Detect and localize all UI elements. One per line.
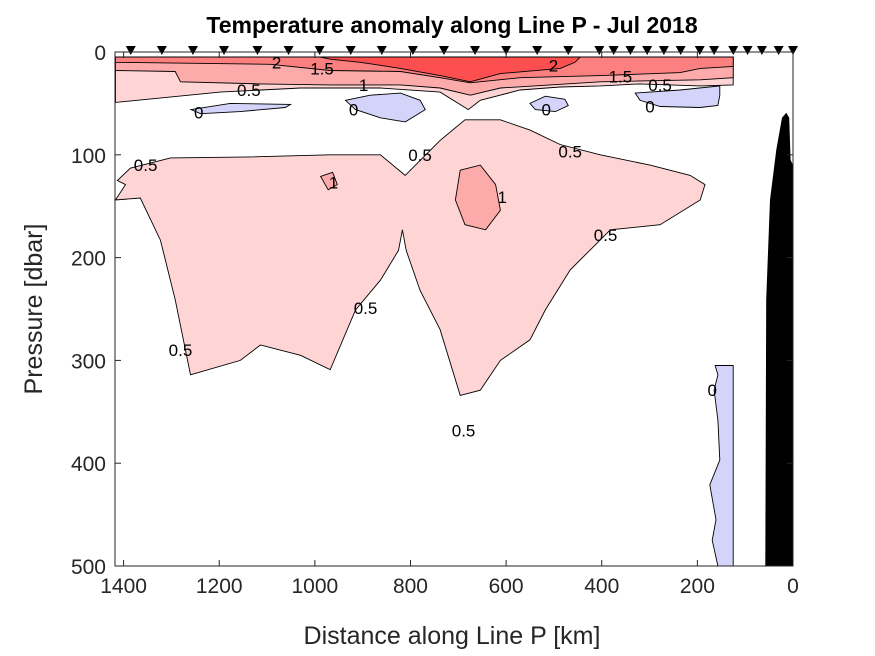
contour-label: 1 — [359, 76, 368, 95]
contour-region-0 — [344, 92, 426, 123]
x-tick-label: 1400 — [100, 575, 147, 598]
x-tick-label: 200 — [680, 575, 715, 598]
contour-labels: 2 1.50.5 10 0 0 021.5 0.50.50.5 0.5110.50.50.50… — [134, 53, 717, 440]
x-axis-label: Distance along Line P [km] — [304, 622, 601, 650]
x-tick-label: 400 — [584, 575, 619, 598]
contour-region-1 — [454, 164, 501, 231]
station-marker — [345, 46, 356, 55]
contour-label: 0 — [349, 101, 358, 120]
contour-region-0.5 — [114, 119, 706, 396]
x-tick-label: 1200 — [196, 575, 243, 598]
filled-regions — [114, 56, 734, 567]
contour-region-0 — [529, 95, 569, 113]
plot-frame — [114, 51, 794, 567]
x-tick-label: 0 — [787, 575, 799, 598]
contour-label: 0.5 — [408, 146, 432, 165]
contour-label: 0 — [707, 381, 716, 400]
axes: 1400 1200 1000 800 600 400 200 0010020030040050… — [71, 42, 799, 598]
contour-label: 0.5 — [452, 421, 476, 440]
y-tick-label: 400 — [71, 453, 106, 476]
contour-label: 1.5 — [310, 59, 334, 78]
station-marker — [376, 46, 387, 55]
station-marker — [156, 46, 167, 55]
contour-label: 1.5 — [609, 68, 633, 87]
station-marker — [625, 46, 636, 55]
station-marker — [252, 46, 263, 55]
station-marker — [709, 46, 720, 55]
station-marker — [728, 46, 739, 55]
contour-region-2 — [320, 56, 582, 83]
contour-label: 0.5 — [237, 81, 261, 100]
y-tick-label: 200 — [71, 248, 106, 271]
contour-label: 0 — [542, 101, 551, 120]
station-marker — [642, 46, 653, 55]
station-marker — [314, 46, 325, 55]
station-marker — [187, 46, 198, 55]
contour-region-0 — [189, 102, 293, 115]
y-tick-label: 100 — [71, 145, 106, 168]
contour-label: 0.5 — [648, 76, 672, 95]
contour-label: 1 — [498, 188, 507, 207]
y-axis-label: Pressure [dbar] — [20, 224, 48, 395]
y-tick-label: 0 — [94, 42, 106, 65]
station-marker — [407, 46, 418, 55]
chart-title: Temperature anomaly along Line P - Jul 2… — [206, 12, 697, 38]
contour-label: 0.5 — [594, 226, 618, 245]
contour-region-1 — [319, 171, 338, 191]
contour-label: 2 — [549, 56, 558, 75]
y-tick-label: 500 — [71, 556, 106, 579]
station-marker — [788, 46, 798, 55]
station-marker — [756, 46, 767, 55]
contour-label: 0.5 — [354, 299, 378, 318]
station-marker — [283, 46, 294, 55]
station-marker — [501, 46, 512, 55]
station-marker — [608, 46, 619, 55]
station-marker — [470, 46, 481, 55]
contour-label: 0 — [194, 104, 203, 123]
station-marker — [594, 46, 605, 55]
x-tick-label: 800 — [393, 575, 428, 598]
contour-label: 1 — [329, 174, 338, 193]
contour-label: 2 — [272, 53, 281, 72]
station-marker — [532, 46, 543, 55]
contour-region-0 — [709, 365, 734, 567]
x-tick-label: 1000 — [292, 575, 339, 598]
station-markers — [125, 46, 798, 55]
contour-label: 0 — [645, 97, 654, 116]
station-marker — [125, 46, 136, 55]
x-tick-label: 600 — [489, 575, 524, 598]
contour-region-0 — [634, 85, 721, 108]
station-marker — [675, 46, 686, 55]
contour-label: 0.5 — [134, 156, 158, 175]
station-marker — [694, 46, 705, 55]
bathymetry — [765, 112, 793, 566]
station-marker — [219, 46, 230, 55]
station-marker — [563, 46, 574, 55]
station-marker — [773, 46, 784, 55]
station-marker — [438, 46, 449, 55]
contour-label: 0.5 — [169, 341, 193, 360]
station-marker — [658, 46, 669, 55]
contour-label: 0.5 — [558, 143, 582, 162]
y-tick-label: 300 — [71, 350, 106, 373]
bathymetry-shape — [765, 112, 793, 566]
station-marker — [742, 46, 753, 55]
